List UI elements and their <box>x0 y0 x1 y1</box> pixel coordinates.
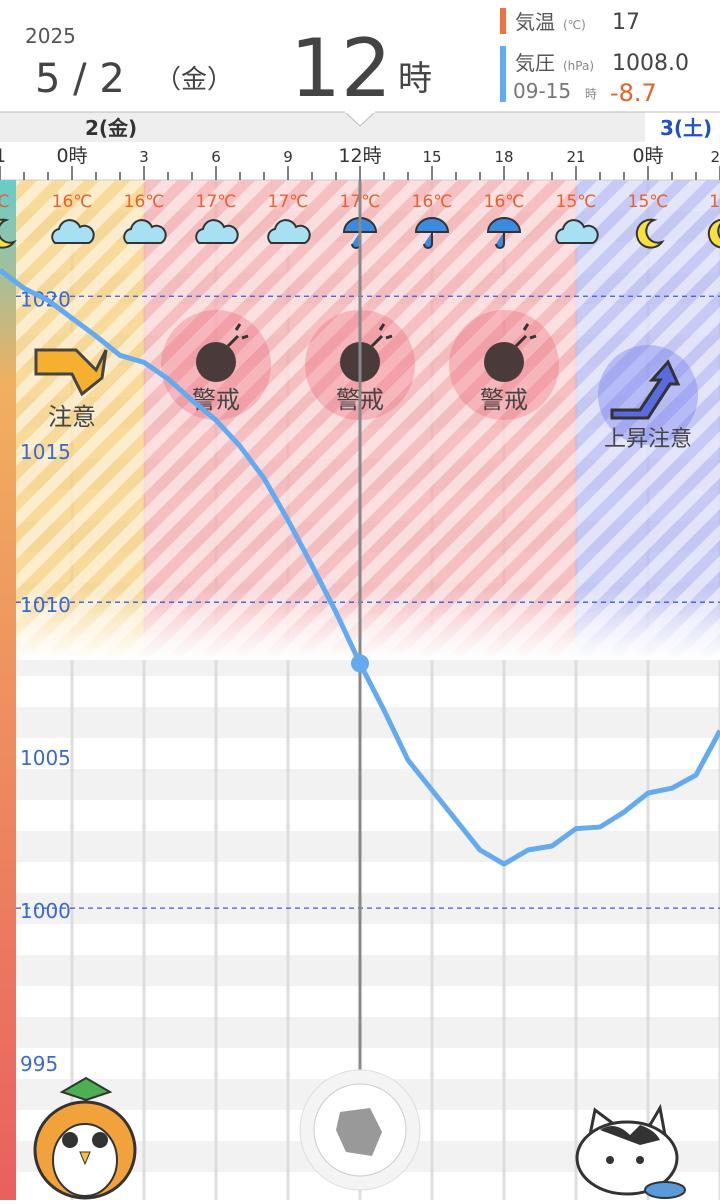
hour-label: 12時 <box>338 145 381 167</box>
hour-label: 9 <box>283 148 293 166</box>
y-tick-label: 1010 <box>20 593 71 617</box>
temperature: 15℃ <box>628 192 669 212</box>
header-bg <box>0 0 720 112</box>
cloud-icon <box>555 219 599 244</box>
year: 2025 <box>25 24 76 48</box>
moon-icon <box>0 218 17 249</box>
hour-number: 12 <box>290 22 392 115</box>
pressure-unit: (hPa) <box>563 59 594 73</box>
change-value: -8.7 <box>610 79 657 107</box>
pressure-label: 気圧 <box>515 51 555 75</box>
risk-strip <box>0 180 16 1200</box>
date-bar-next <box>645 112 720 142</box>
cloud-icon <box>51 219 95 244</box>
pressure-value: 1008.0 <box>612 51 689 76</box>
temp-bar <box>500 8 506 34</box>
y-tick-label: 995 <box>20 1052 58 1076</box>
umbrella-icon <box>414 217 450 249</box>
temperature: 16℃ <box>52 192 93 212</box>
button-icon <box>336 1108 382 1156</box>
temp-value: 17 <box>612 10 640 35</box>
cloud-icon <box>195 219 239 244</box>
temperature: 17℃ <box>268 192 309 212</box>
pressure-bar <box>500 46 506 102</box>
temp-label: 気温 <box>515 10 555 34</box>
temp-unit: (℃) <box>563 18 586 32</box>
hour-label: 15 <box>422 148 441 166</box>
cat-character <box>575 1103 686 1199</box>
day-label: 3(土) <box>660 116 712 140</box>
hour-unit: 時 <box>398 59 432 99</box>
date: 5 / 2 <box>35 56 125 102</box>
moon-icon <box>707 218 720 249</box>
hour-label: 18 <box>494 148 513 166</box>
y-tick-label: 1015 <box>20 440 71 464</box>
chart-foreground: 9951000100510101015102010時36912時1518210時… <box>0 145 720 1076</box>
temperature: ℃ <box>0 192 10 212</box>
current-point <box>351 654 369 673</box>
y-tick-label: 1005 <box>20 746 71 770</box>
change-range: 09-15 <box>513 79 571 103</box>
weekday: （金） <box>155 65 233 95</box>
owl-character <box>33 1076 137 1200</box>
y-tick-label: 1000 <box>20 899 71 923</box>
temperature: 17℃ <box>196 192 237 212</box>
hour-label: 0時 <box>56 145 87 167</box>
temperature: 16℃ <box>412 192 453 212</box>
cloud-icon <box>267 219 311 244</box>
hour-label: 21 <box>566 148 585 166</box>
temperature: 16℃ <box>484 192 525 212</box>
temperature: 15℃ <box>556 192 597 212</box>
day-label: 2(金) <box>85 116 137 140</box>
hour-label: 1 <box>0 145 6 167</box>
change-unit: 時 <box>585 87 597 101</box>
temperature: 16℃ <box>124 192 165 212</box>
temperature: 15 <box>709 192 720 212</box>
hour-label: 6 <box>211 148 221 166</box>
cloud-icon <box>123 219 167 244</box>
hour-label: 27 <box>710 148 720 166</box>
hour-label: 0時 <box>632 145 663 167</box>
moon-icon <box>635 218 665 249</box>
hour-label: 3 <box>139 148 149 166</box>
umbrella-icon <box>486 217 522 249</box>
